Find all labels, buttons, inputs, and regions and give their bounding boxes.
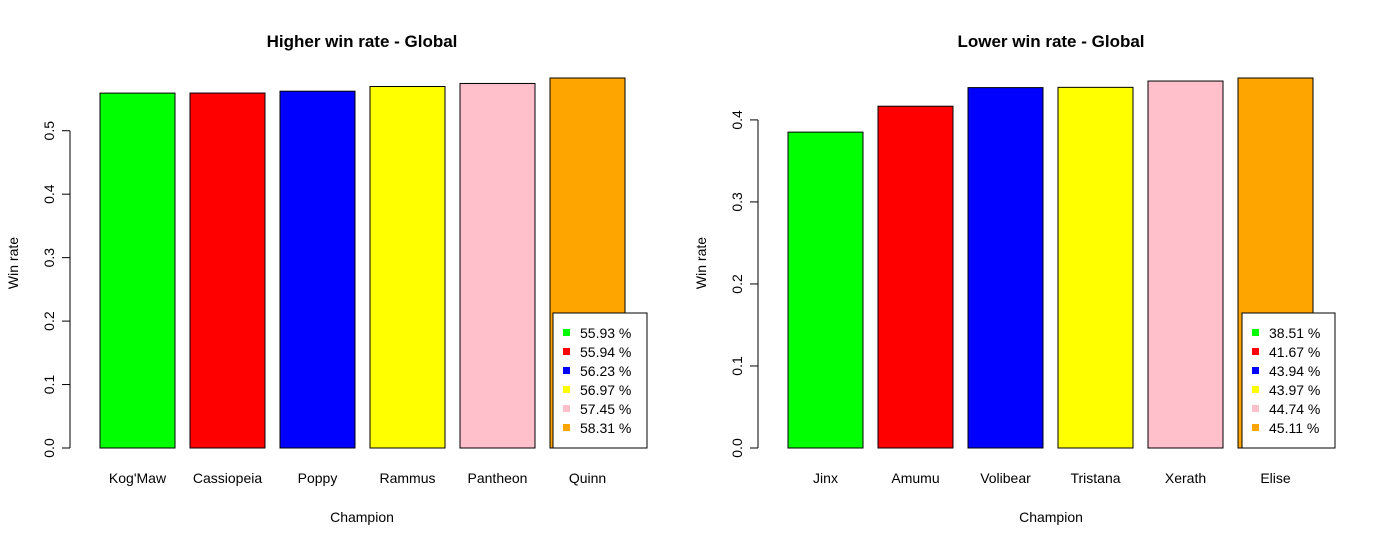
legend-label: 45.11 % xyxy=(1269,420,1319,436)
bar xyxy=(459,82,536,449)
bar xyxy=(1057,86,1134,449)
y-tick-label: 0.4 xyxy=(41,184,57,204)
legend-swatch xyxy=(1252,405,1259,412)
y-axis: 0.0 0.1 0.2 0.3 0.4 0.5 xyxy=(41,121,71,458)
x-axis-title: Champion xyxy=(330,509,394,525)
legend-label: 58.31 % xyxy=(580,420,631,436)
y-tick-label: 0.3 xyxy=(729,192,745,212)
legend-swatch xyxy=(563,367,570,374)
legend-label: 44.74 % xyxy=(1269,401,1320,417)
y-tick-label: 0.0 xyxy=(729,438,745,458)
chart-title: Higher win rate - Global xyxy=(267,32,458,51)
x-tick-label: Cassiopeia xyxy=(193,470,262,486)
legend-swatch xyxy=(563,424,570,431)
x-tick-label: Elise xyxy=(1260,470,1291,486)
y-tick-label: 0.2 xyxy=(729,274,745,294)
legend-swatch xyxy=(1252,367,1259,374)
x-axis-title: Champion xyxy=(1019,509,1083,525)
x-tick-label: Poppy xyxy=(298,470,338,486)
y-tick-label: 0.3 xyxy=(41,248,57,268)
legend-label: 55.93 % xyxy=(580,325,631,341)
x-tick-label: Pantheon xyxy=(468,470,528,486)
legend-swatch xyxy=(1252,386,1259,393)
legend-swatch xyxy=(563,405,570,412)
y-axis-title: Win rate xyxy=(693,237,709,289)
bar-series xyxy=(787,77,1314,449)
y-tick-label: 0.1 xyxy=(41,375,57,395)
bar xyxy=(967,87,1044,449)
x-tick-label: Jinx xyxy=(813,470,838,486)
legend-swatch xyxy=(1252,424,1259,431)
legend-swatch xyxy=(1252,348,1259,355)
bar xyxy=(189,92,266,449)
x-tick-label: Tristana xyxy=(1070,470,1120,486)
bar xyxy=(279,90,356,449)
y-tick-label: 0.5 xyxy=(41,121,57,141)
y-tick-label: 0.0 xyxy=(41,438,57,458)
legend-label: 41.67 % xyxy=(1269,344,1320,360)
category-labels: Jinx Amumu Volibear Tristana Xerath Elise xyxy=(813,470,1291,486)
legend-label: 56.23 % xyxy=(580,363,631,379)
legend-swatch xyxy=(563,386,570,393)
x-tick-label: Xerath xyxy=(1165,470,1206,486)
legend-swatch xyxy=(563,329,570,336)
legend: 55.93 % 55.94 % 56.23 % 56.97 % 57.45 % 58.31… xyxy=(552,312,648,449)
legend-label: 55.94 % xyxy=(580,344,631,360)
legend-swatch xyxy=(563,348,570,355)
legend-label: 43.97 % xyxy=(1269,382,1320,398)
category-labels: Kog'Maw Cassiopeia Poppy Rammus Pantheon Quin… xyxy=(109,470,606,486)
y-tick-label: 0.2 xyxy=(41,311,57,331)
chart-title: Lower win rate - Global xyxy=(957,32,1144,51)
legend-label: 57.45 % xyxy=(580,401,631,417)
x-tick-label: Rammus xyxy=(379,470,435,486)
y-tick-label: 0.4 xyxy=(729,110,745,130)
bar xyxy=(99,92,176,449)
bar xyxy=(1147,80,1224,449)
legend-label: 38.51 % xyxy=(1269,325,1320,341)
x-tick-label: Quinn xyxy=(569,470,606,486)
bar-series xyxy=(99,77,626,449)
legend-label: 43.94 % xyxy=(1269,363,1320,379)
bar xyxy=(369,86,446,449)
lower-win-rate-chart: Lower win rate - Global Champion Win rat… xyxy=(693,32,1336,525)
x-tick-label: Kog'Maw xyxy=(109,470,167,486)
legend-swatch xyxy=(1252,329,1259,336)
y-tick-label: 0.1 xyxy=(729,356,745,376)
bar xyxy=(787,131,864,449)
y-axis-title: Win rate xyxy=(5,237,21,289)
legend: 38.51 % 41.67 % 43.94 % 43.97 % 44.74 % 45.11… xyxy=(1241,312,1336,449)
y-axis: 0.0 0.1 0.2 0.3 0.4 xyxy=(729,110,759,458)
bar xyxy=(877,105,954,449)
x-tick-label: Volibear xyxy=(980,470,1031,486)
higher-win-rate-chart: Higher win rate - Global Champion Win ra… xyxy=(5,32,648,525)
x-tick-label: Amumu xyxy=(891,470,939,486)
legend-label: 56.97 % xyxy=(580,382,631,398)
